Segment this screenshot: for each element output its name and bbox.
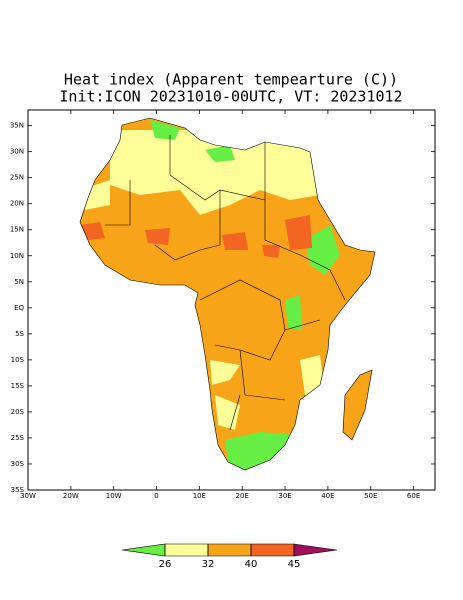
heat-index-field — [80, 118, 375, 470]
lon-tick-label: 50E — [364, 492, 377, 500]
lat-tick-label: 30N — [10, 148, 24, 156]
colorbar-segment — [164, 543, 209, 557]
colorbar-segment — [293, 543, 338, 557]
lat-tick-label: 5S — [15, 330, 24, 338]
colorbar-segment — [250, 543, 295, 557]
lat-tick-label: 20S — [11, 408, 25, 416]
lat-tick-label: 25S — [11, 434, 25, 442]
map-frame — [27, 109, 436, 491]
lat-tick-label: 20N — [10, 200, 24, 208]
lat-tick-label: EQ — [14, 304, 24, 312]
lat-tick-label: 15S — [11, 382, 25, 390]
lon-tick-label: 0 — [154, 492, 158, 500]
colorbar-label: 32 — [202, 559, 215, 570]
lon-tick-label: 20W — [63, 492, 79, 500]
lon-tick-label: 20E — [236, 492, 249, 500]
borders — [79, 117, 376, 471]
lat-tick-label: 30S — [11, 460, 25, 468]
lat-tick-label: 25N — [10, 174, 24, 182]
lat-tick-label: 35S — [11, 486, 25, 494]
subtitle: Init:ICON 20231010-00UTC, VT: 20231012 — [59, 88, 402, 106]
lat-tick-label: 35N — [10, 122, 24, 130]
colorbar-label: 26 — [159, 559, 172, 570]
lon-tick-label: 10W — [106, 492, 122, 500]
colorbar-label: 45 — [288, 559, 301, 570]
lon-tick-label: 60E — [407, 492, 420, 500]
lon-tick-label: 30E — [278, 492, 291, 500]
lat-tick-label: 10N — [10, 252, 24, 260]
colorbar-segment — [121, 543, 166, 557]
lon-tick-label: 10E — [193, 492, 206, 500]
lat-tick-label: 10S — [11, 356, 25, 364]
lat-tick-label: 5N — [14, 278, 24, 286]
colorbar-segment — [207, 543, 252, 557]
lon-tick-label: 30W — [20, 492, 36, 500]
lat-tick-label: 15N — [10, 226, 24, 234]
colorbar-label: 40 — [245, 559, 258, 570]
title: Heat index (Apparent tempearture (C)) — [64, 71, 398, 89]
lon-tick-label: 40E — [321, 492, 334, 500]
